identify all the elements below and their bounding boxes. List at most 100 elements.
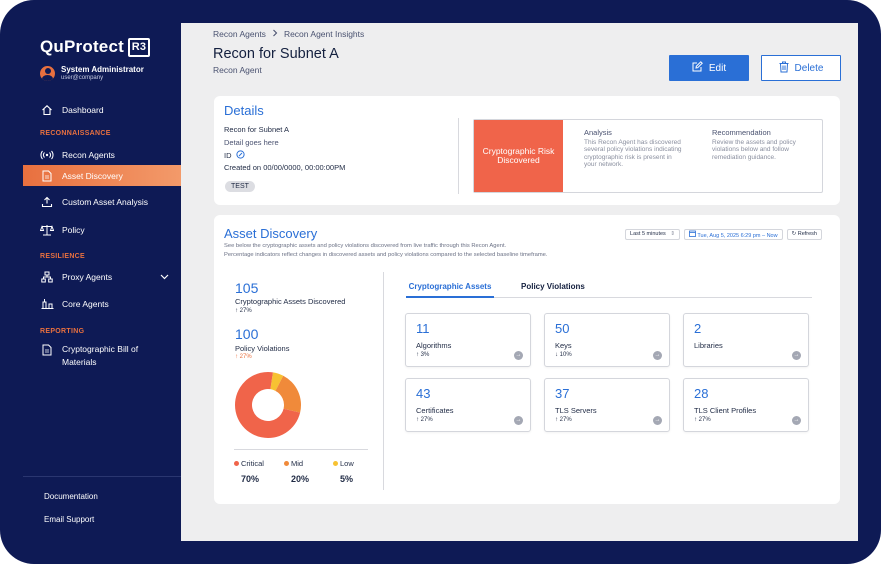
breadcrumb: Recon Agents Recon Agent Insights [213,29,364,39]
brand-logo[interactable]: QuProtect R3 [40,37,150,57]
analysis-heading: Analysis [584,128,612,137]
tile-change: ↑ 3% [416,352,430,358]
tile-libraries[interactable]: 2 Libraries → [683,313,809,367]
timeframe-select[interactable]: Last 5 minutes ⇕ [625,229,680,240]
legend-label: Mid [291,459,304,468]
assets-label: Cryptographic Assets Discovered [235,297,346,306]
donut-slice-mid [275,375,301,413]
recommendation-text: Review the assets and policy violations … [712,138,796,161]
details-card: Details Recon for Subnet A Detail goes h… [214,96,840,205]
asset-discovery-description: See below the cryptographic assets and p… [224,242,548,259]
tile-certificates[interactable]: 43 Certificates ↑ 27% → [405,378,531,432]
user-profile[interactable]: System Administrator user@company [40,65,144,81]
tile-change: ↓ 10% [555,352,572,358]
breadcrumb-parent[interactable]: Recon Agents [213,29,266,39]
sidebar-item-proxy-agents[interactable]: Proxy Agents [23,266,181,287]
tile-label: TLS Servers [555,406,597,415]
legend-dot [284,461,289,466]
tab-policy-violations[interactable]: Policy Violations [521,282,585,291]
tile-change: ↑ 27% [555,417,572,423]
email-support-link[interactable]: Email Support [44,515,95,524]
arrow-right-icon[interactable]: → [653,351,662,360]
legend-dot [333,461,338,466]
copy-link-icon[interactable] [235,150,245,161]
tile-count: 11 [416,321,430,336]
network-icon [40,270,54,284]
violations-donut-chart [235,372,301,438]
calendar-icon [689,230,696,241]
tile-label: Algorithms [416,341,452,350]
arrow-right-icon[interactable]: → [792,416,801,425]
recommendation-heading: Recommendation [712,128,771,137]
edit-label: Edit [708,62,727,74]
legend-dot [234,461,239,466]
detail-description: Detail goes here [224,138,279,147]
sidebar-item-core-agents[interactable]: Core Agents [23,293,181,314]
main-content: Recon Agents Recon Agent Insights Recon … [181,23,858,541]
sidebar-item-label: Materials [62,357,97,367]
broadcast-icon [40,148,54,162]
section-reconnaissance: RECONNAISSANCE [40,130,111,137]
refresh-button[interactable]: ↻ Refresh [786,229,822,240]
legend-divider [234,449,368,450]
timeframe-value: Last 5 minutes [630,231,666,237]
arrow-right-icon[interactable]: → [514,351,523,360]
sidebar-item-label: Asset Discovery [62,170,123,181]
sidebar-item-asset-discovery[interactable]: Asset Discovery [23,165,181,186]
arrow-right-icon[interactable]: → [514,416,523,425]
sidebar-item-custom-asset-analysis[interactable]: Custom Asset Analysis [23,191,181,212]
arrow-right-icon[interactable]: → [792,351,801,360]
sidebar-item-policy[interactable]: Policy [23,219,181,240]
page-subtitle: Recon Agent [213,65,262,75]
sidebar-item-cbom[interactable]: Cryptographic Bill of Materials [23,341,181,369]
detail-name: Recon for Subnet A [224,125,290,134]
sidebar-item-label: Recon Agents [62,149,115,160]
sidebar-item-label: Core Agents [62,298,109,309]
sidebar-item-recon-agents[interactable]: Recon Agents [23,144,181,165]
description-line: See below the cryptographic assets and p… [224,243,507,249]
chevron-right-icon [272,29,278,39]
timeframe-controls: Last 5 minutes ⇕ Tue, Aug 5, 2025 6:29 p… [625,229,822,240]
date-range-picker[interactable]: Tue, Aug 5, 2025 6:29 pm – Now [683,229,783,241]
legend-percent-critical: 70% [241,474,260,484]
documentation-link[interactable]: Documentation [44,492,98,501]
asset-discovery-card: Asset Discovery See below the cryptograp… [214,215,840,504]
detail-created: Created on 00/00/0000, 00:00:00PM [224,163,346,172]
brand-mark: R3 [127,37,150,57]
assets-count: 105 [235,280,259,296]
avatar [40,65,55,81]
description-line: Percentage indicators reflect changes in… [224,251,548,258]
assets-change: ↑ 27% [235,308,252,314]
delete-button[interactable]: Delete [761,55,841,81]
breadcrumb-current: Recon Agent Insights [283,29,365,39]
donut-slice-low [270,372,284,391]
tile-tls-client-profiles[interactable]: 28 TLS Client Profiles ↑ 27% → [683,378,809,432]
details-title: Details [224,103,264,118]
sidebar-item-label: Proxy Agents [62,271,113,282]
scales-icon [40,223,54,237]
sidebar-item-dashboard[interactable]: Dashboard [23,99,181,120]
edit-button[interactable]: Edit [669,55,749,81]
legend-label: Critical [241,459,264,468]
chevron-down-icon[interactable] [160,272,169,282]
violations-count: 100 [235,326,259,342]
user-name: System Administrator [61,65,144,74]
tile-count: 50 [555,321,570,336]
select-arrows-icon: ⇕ [670,231,675,237]
tab-cryptographic-assets[interactable]: Cryptographic Assets [406,282,494,298]
violations-change: ↑ 27% [235,354,252,360]
tile-label: Certificates [416,406,454,415]
section-divider [383,272,384,490]
tile-change: ↑ 27% [416,417,433,423]
recommendation-block: Recommendation Review the assets and pol… [712,129,808,161]
details-divider [458,118,459,194]
server-icon [40,297,54,311]
date-range-value: Tue, Aug 5, 2025 6:29 pm – Now [697,232,778,239]
tile-keys[interactable]: 50 Keys ↓ 10% → [544,313,670,367]
tile-tls-servers[interactable]: 37 TLS Servers ↑ 27% → [544,378,670,432]
legend-percent-low: 5% [340,474,354,484]
arrow-right-icon[interactable]: → [653,416,662,425]
tile-change: ↑ 27% [694,417,711,423]
tile-algorithms[interactable]: 11 Algorithms ↑ 3% → [405,313,531,367]
